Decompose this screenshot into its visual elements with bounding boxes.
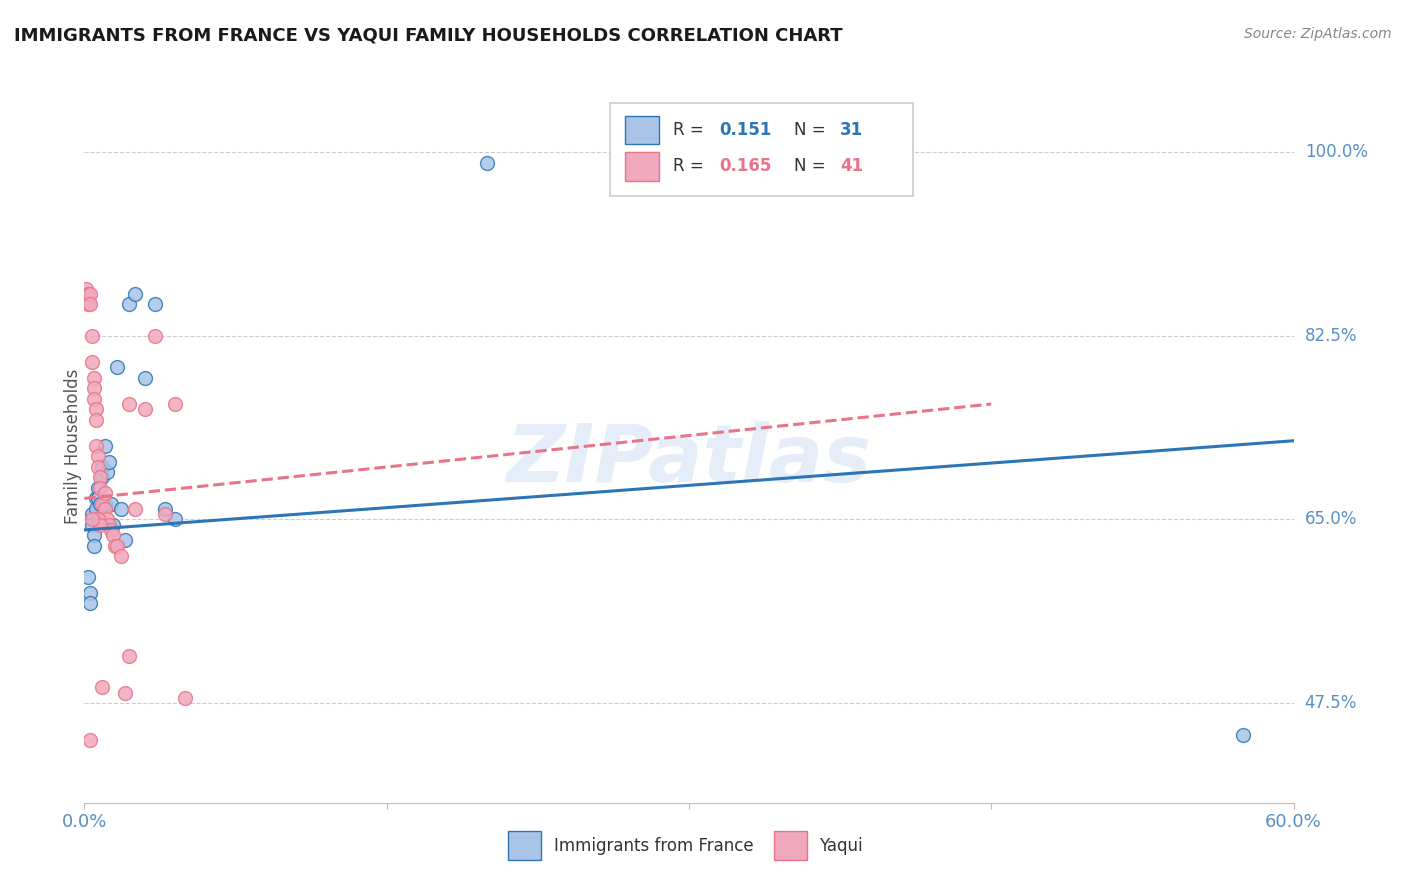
Bar (773, 831, 807, 860)
Text: 0.151: 0.151 (720, 121, 772, 139)
Point (118, 648, 141, 663)
Point (89, 497, 111, 511)
Point (174, 690, 197, 705)
Point (82, 355, 104, 369)
Text: 82.5%: 82.5% (1305, 326, 1357, 345)
Point (110, 502, 132, 516)
Point (93, 439, 115, 453)
Text: 31: 31 (841, 121, 863, 139)
Point (87, 512, 110, 526)
Point (86, 491, 108, 506)
Point (83, 528, 105, 542)
Point (124, 502, 146, 516)
Point (87, 491, 110, 506)
Point (86, 402, 108, 417)
Point (87, 460, 110, 475)
Point (97, 517, 120, 532)
Bar (508, 831, 541, 860)
Point (93, 497, 115, 511)
Point (91, 497, 114, 511)
Point (83, 381, 105, 395)
Point (118, 297, 141, 311)
Point (91, 681, 114, 695)
Text: 65.0%: 65.0% (1305, 510, 1357, 528)
Point (82, 517, 104, 532)
Point (79, 586, 101, 600)
Point (93, 486, 115, 500)
Text: ZIPatlas: ZIPatlas (506, 421, 872, 500)
Text: Yaqui: Yaqui (820, 837, 863, 855)
Point (91, 460, 114, 475)
Point (153, 507, 176, 521)
Point (104, 539, 127, 553)
Point (97, 455, 120, 469)
Text: R =: R = (673, 157, 704, 175)
Point (83, 392, 105, 406)
Point (89, 517, 111, 532)
Point (89, 481, 111, 495)
Point (96, 465, 118, 479)
Y-axis label: Family Households: Family Households (65, 368, 82, 524)
Point (86, 502, 108, 516)
Point (77, 570, 100, 584)
Text: IMMIGRANTS FROM FRANCE VS YAQUI FAMILY HOUSEHOLDS CORRELATION CHART: IMMIGRANTS FROM FRANCE VS YAQUI FAMILY H… (14, 27, 842, 45)
Point (82, 512, 104, 526)
Point (82, 507, 104, 521)
Text: N =: N = (794, 121, 825, 139)
Point (89, 470, 111, 484)
Point (79, 286, 101, 301)
Point (105, 539, 128, 553)
Point (86, 413, 108, 427)
Point (100, 523, 122, 537)
Point (165, 397, 187, 411)
Text: Source: ZipAtlas.com: Source: ZipAtlas.com (1244, 27, 1392, 41)
Point (96, 512, 118, 526)
Text: N =: N = (794, 157, 825, 175)
Point (86, 439, 108, 453)
FancyBboxPatch shape (610, 103, 912, 196)
Point (143, 297, 166, 311)
Point (87, 450, 110, 464)
Text: 41: 41 (841, 157, 863, 175)
Point (79, 732, 101, 747)
Point (118, 397, 141, 411)
Point (77, 286, 100, 301)
Point (110, 549, 132, 564)
Point (100, 497, 122, 511)
Point (114, 685, 136, 699)
Point (87, 481, 110, 495)
Point (83, 539, 105, 553)
Point (134, 402, 156, 417)
Text: 47.5%: 47.5% (1305, 694, 1357, 712)
Point (134, 371, 156, 385)
Point (75, 282, 97, 296)
Bar (624, 116, 659, 145)
Point (153, 502, 176, 516)
Text: Immigrants from France: Immigrants from France (554, 837, 754, 855)
Point (105, 360, 128, 375)
Point (101, 528, 124, 542)
Text: 0.165: 0.165 (720, 157, 772, 175)
Point (101, 517, 124, 532)
Point (77, 297, 100, 311)
Point (124, 286, 146, 301)
Point (114, 533, 136, 548)
Point (79, 297, 101, 311)
Point (477, 155, 499, 169)
Point (83, 371, 105, 385)
Bar (624, 152, 659, 180)
Text: R =: R = (673, 121, 704, 139)
Point (82, 328, 104, 343)
Point (165, 512, 187, 526)
Point (93, 502, 115, 516)
Text: 100.0%: 100.0% (1305, 143, 1368, 161)
Point (1232, 728, 1254, 742)
Point (91, 470, 114, 484)
Point (79, 596, 101, 610)
Point (143, 328, 166, 343)
